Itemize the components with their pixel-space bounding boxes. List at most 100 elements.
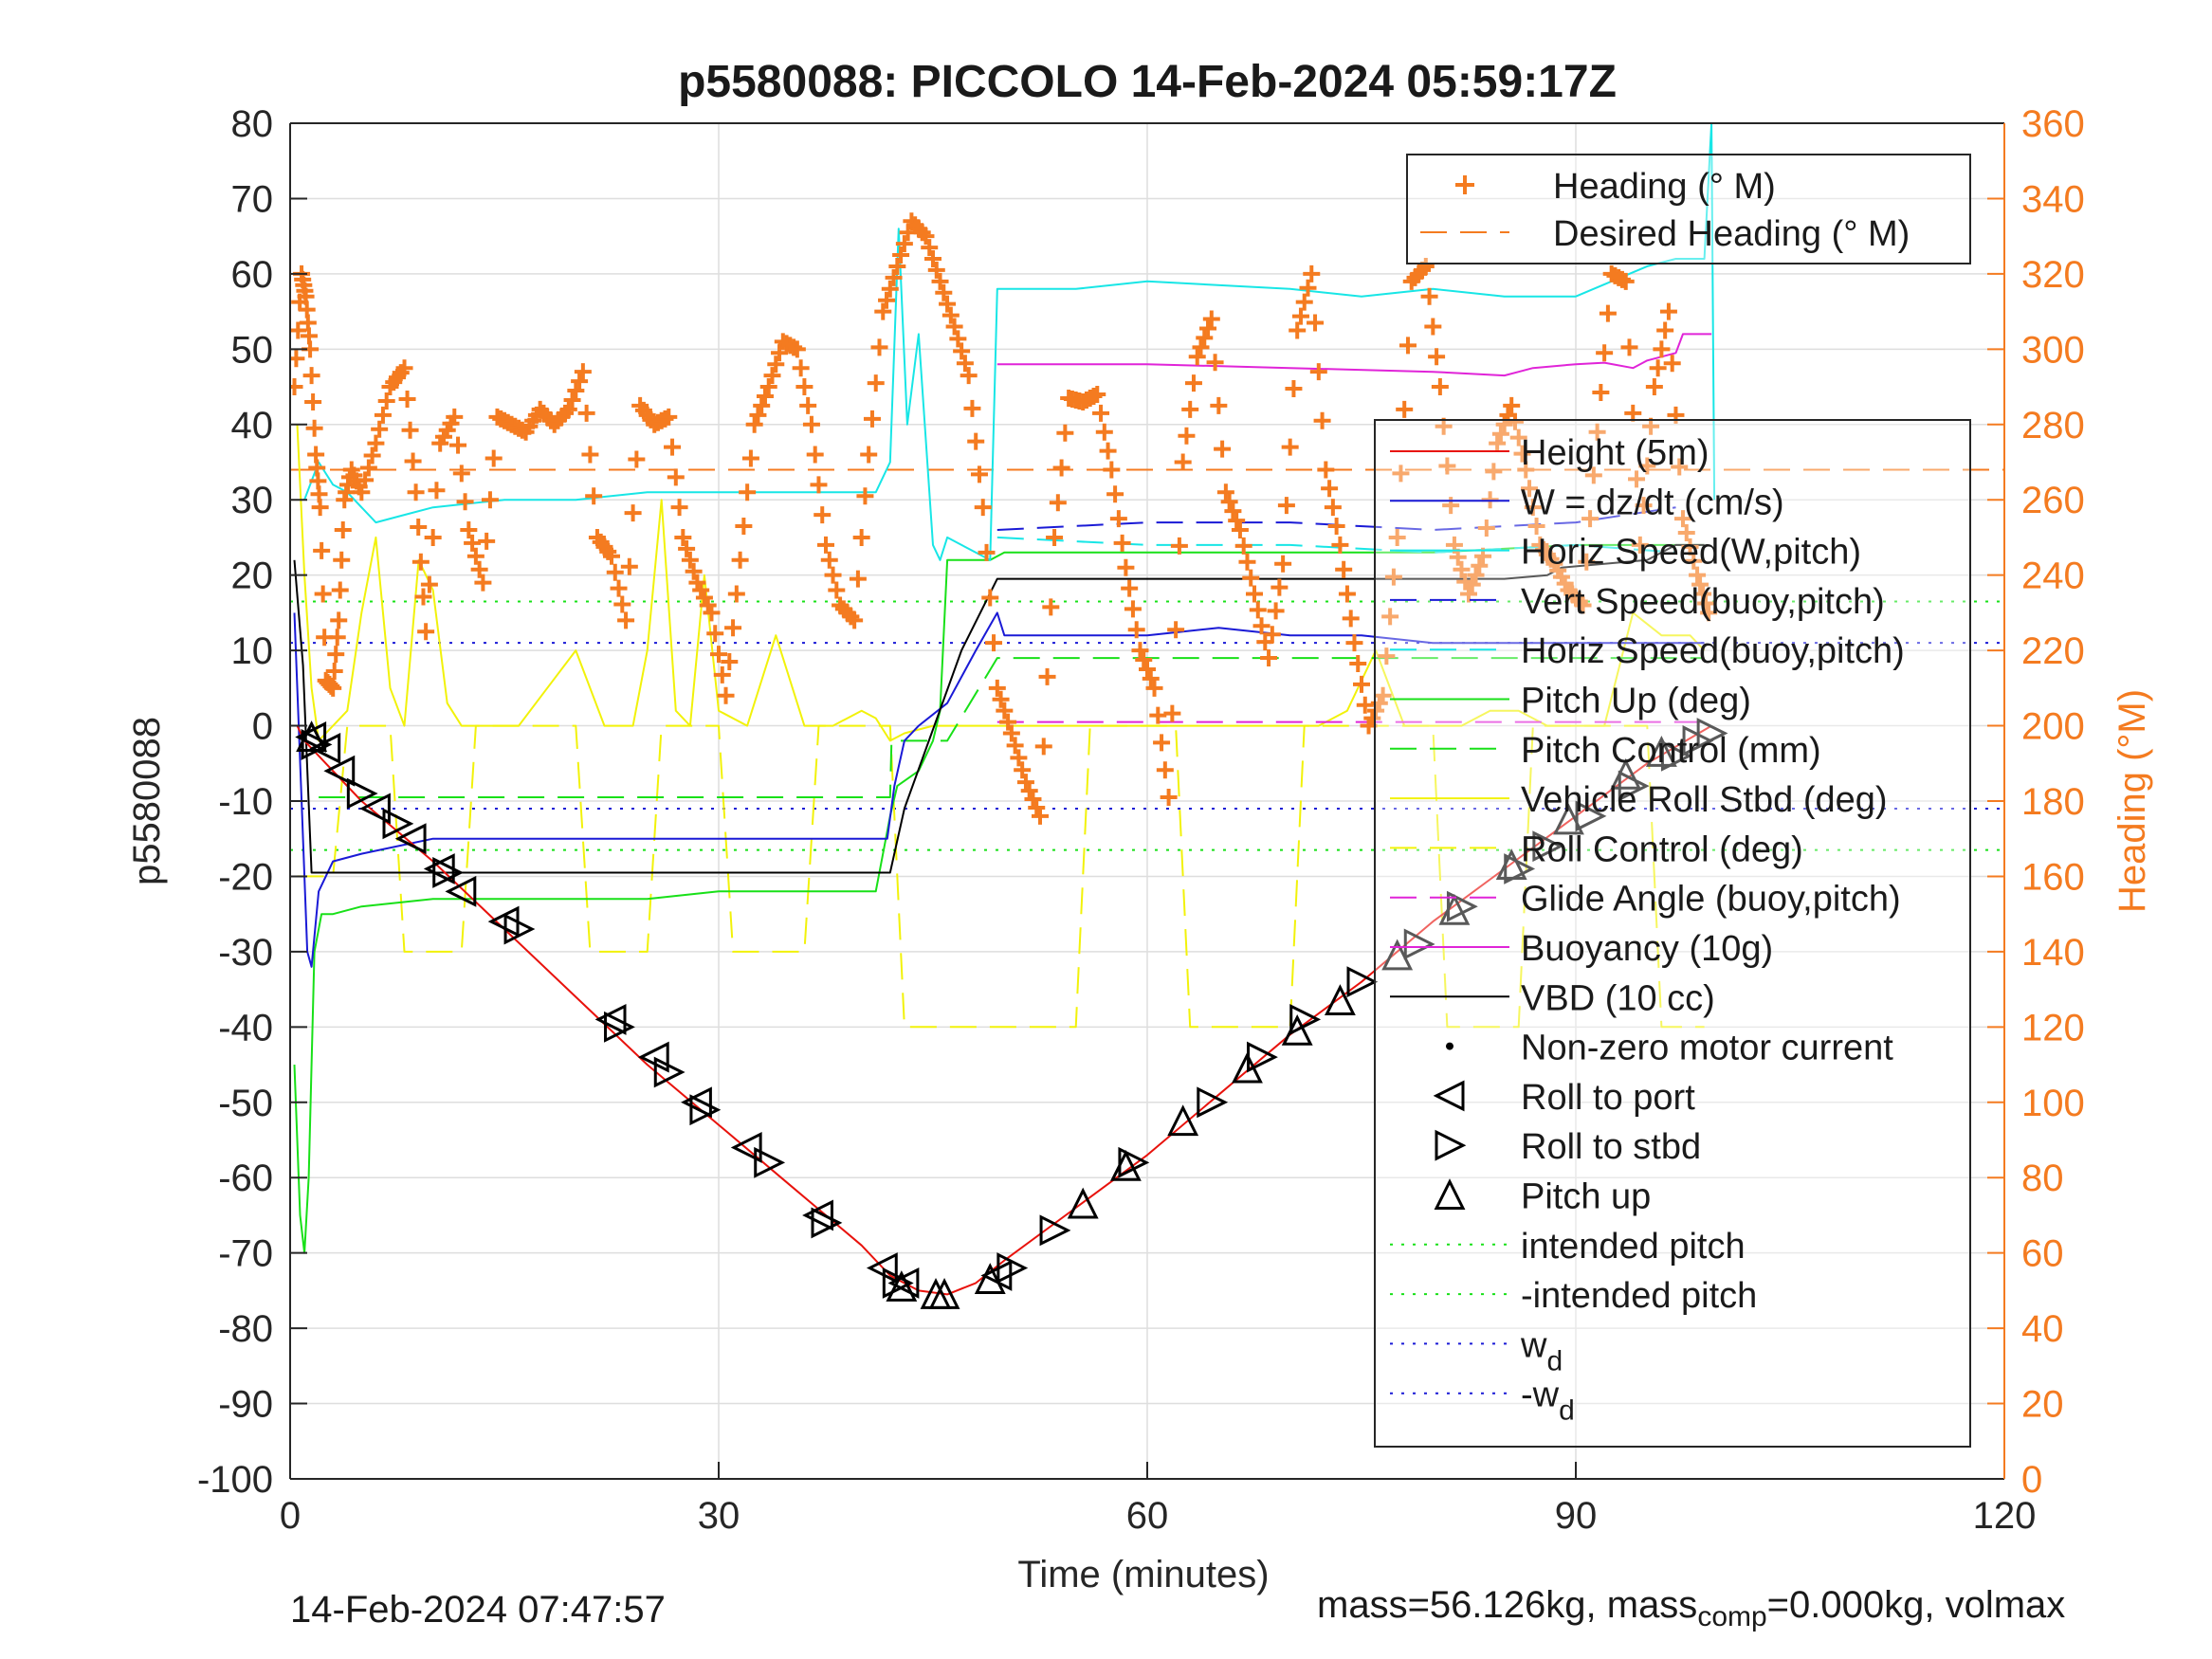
- x-axis-label: Time (minutes): [1017, 1554, 1269, 1595]
- heading-point: [411, 553, 430, 571]
- heading-point: [939, 295, 957, 313]
- tick-labels: 0 30 60 90 12080706050403020100-10-20-30-40-…: [197, 103, 2085, 1537]
- heading-point: [334, 521, 352, 538]
- heading-point: [913, 224, 931, 242]
- heading-point: [1127, 621, 1145, 639]
- heading-point: [1628, 470, 1646, 488]
- x-tick-label: 0: [280, 1495, 301, 1537]
- series-roll: [296, 424, 1706, 742]
- y-tick-label-left: -40: [218, 1007, 273, 1048]
- heading-point: [1124, 600, 1142, 618]
- roll-to-stbd-marker: [1289, 1003, 1322, 1035]
- heading-point: [302, 367, 320, 385]
- legend-main-label: Pitch up: [1521, 1177, 1651, 1217]
- roll-to-stbd-marker: [346, 777, 378, 810]
- heading-point: [1467, 566, 1485, 584]
- heading-point: [927, 261, 945, 279]
- y-tick-label-left: 20: [231, 556, 274, 597]
- heading-point: [1574, 596, 1592, 614]
- roll-to-stbd-marker: [432, 857, 465, 888]
- heading-point: [1384, 568, 1402, 586]
- heading-point: [945, 318, 963, 336]
- heading-point: [428, 482, 446, 500]
- heading-point: [1592, 384, 1610, 402]
- heading-point: [996, 702, 1014, 720]
- y-tick-label-right: 320: [2021, 254, 2085, 296]
- heading-point: [1234, 537, 1252, 555]
- y-tick-label-right: 180: [2021, 781, 2085, 823]
- heading-point: [1206, 354, 1224, 372]
- heading-point: [1224, 502, 1242, 520]
- heading-point: [1199, 319, 1217, 337]
- series-vbd: [293, 543, 1705, 874]
- roll-to-stbd-marker: [382, 808, 414, 840]
- pitch-up-marker: [886, 1270, 918, 1302]
- heading-point: [1617, 272, 1635, 290]
- heading-point: [581, 446, 599, 464]
- heading-point: [846, 611, 864, 629]
- heading-point: [1674, 510, 1691, 528]
- heading-point: [363, 447, 381, 465]
- heading-point: [931, 272, 949, 290]
- heading-point: [710, 646, 727, 664]
- heading-point: [1277, 497, 1295, 515]
- heading-point: [953, 342, 971, 360]
- heading-point: [446, 408, 464, 426]
- heading-point: [325, 662, 343, 680]
- heading-point: [1113, 534, 1131, 552]
- legend-main-label: Roll to port: [1521, 1078, 1695, 1118]
- heading-point: [664, 438, 682, 456]
- heading-point: [992, 690, 1010, 708]
- heading-point: [1599, 304, 1617, 322]
- heading-point: [1028, 798, 1046, 816]
- heading-point: [1231, 521, 1249, 538]
- heading-point: [885, 268, 903, 286]
- pitch-up-marker: [1067, 1187, 1099, 1219]
- heading-point: [767, 356, 785, 374]
- heading-point: [420, 575, 438, 593]
- heading-point: [617, 611, 635, 629]
- heading-point: [1038, 667, 1056, 685]
- heading-point: [978, 543, 996, 561]
- y-tick-label-right: 60: [2021, 1233, 2064, 1275]
- y-tick-label-right: 240: [2021, 556, 2085, 597]
- pitch-up-marker: [1553, 803, 1584, 835]
- heading-point: [311, 499, 329, 517]
- heading-point: [727, 585, 745, 603]
- heading-point: [1139, 660, 1156, 678]
- heading-point: [1291, 307, 1309, 325]
- x-tick-label: 90: [1555, 1495, 1598, 1537]
- heading-point: [856, 487, 874, 505]
- roll-to-stbd-marker: [1660, 739, 1692, 772]
- heading-point: [817, 536, 834, 554]
- heading-point: [1327, 518, 1345, 536]
- heading-point: [1388, 528, 1406, 546]
- heading-point: [1524, 499, 1542, 517]
- y-tick-label-left: -70: [218, 1233, 273, 1275]
- roll-to-stbd-marker: [811, 1207, 843, 1239]
- heading-point: [1109, 510, 1127, 528]
- heading-point: [1249, 601, 1267, 619]
- heading-point: [713, 665, 731, 684]
- heading-point: [1477, 520, 1495, 538]
- heading-point: [557, 404, 575, 422]
- heading-point: [981, 589, 999, 607]
- heading-point: [1649, 359, 1667, 377]
- legend-main-label: Roll Control (deg): [1521, 830, 1803, 869]
- roll-to-stbd-marker: [689, 1094, 722, 1126]
- legend-main-label: Roll to stbd: [1521, 1127, 1701, 1167]
- y-tick-label-left: -80: [218, 1308, 273, 1350]
- roll-to-port-marker: [323, 755, 356, 787]
- pitch-up-marker: [1109, 1149, 1142, 1181]
- pitch-up-marker: [1610, 757, 1642, 790]
- heading-point: [1570, 592, 1588, 611]
- heading-point: [1624, 404, 1642, 422]
- legend-main-sample: [1434, 1178, 1466, 1210]
- heading-point: [863, 410, 881, 428]
- heading-point: [1503, 396, 1521, 414]
- heading-point: [1635, 497, 1653, 515]
- heading-point: [613, 595, 631, 613]
- heading-point: [788, 340, 806, 358]
- heading-point: [1677, 523, 1695, 541]
- heading-point: [1509, 428, 1527, 447]
